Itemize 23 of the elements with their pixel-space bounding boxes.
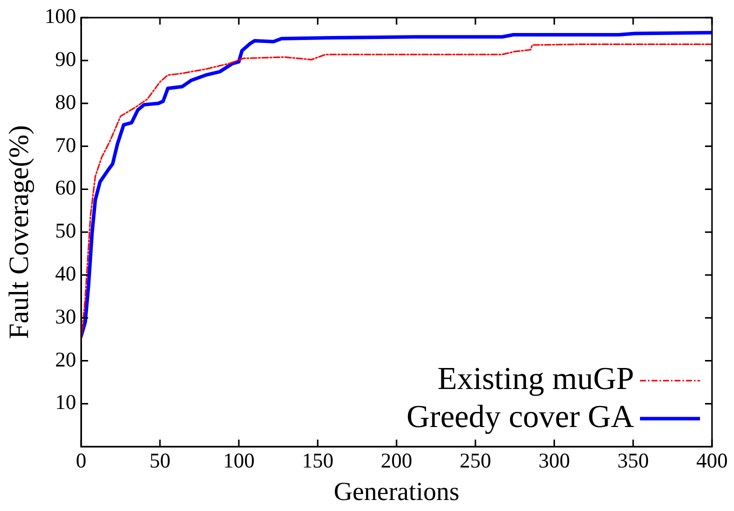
legend-label: Existing muGP bbox=[438, 360, 634, 396]
y-tick-label: 100 bbox=[44, 4, 76, 28]
x-tick-label: 50 bbox=[149, 448, 170, 473]
x-tick-label: 350 bbox=[617, 448, 649, 473]
y-tick-label: 90 bbox=[55, 47, 76, 72]
y-tick-label: 70 bbox=[55, 132, 76, 157]
x-tick-label: 0 bbox=[76, 448, 86, 473]
x-tick-label: 200 bbox=[380, 448, 412, 473]
x-axis-title: Generations bbox=[334, 477, 460, 506]
y-tick-label: 40 bbox=[55, 262, 76, 286]
x-tick-label: 250 bbox=[460, 448, 492, 473]
y-tick-label: 10 bbox=[55, 390, 76, 414]
y-tick-label: 20 bbox=[55, 347, 76, 372]
legend-label: Greedy cover GA bbox=[406, 398, 634, 434]
x-tick-label: 100 bbox=[223, 448, 255, 473]
x-tick-label: 150 bbox=[302, 448, 334, 473]
y-axis-title: Fault Coverage(%) bbox=[4, 125, 36, 340]
x-tick-label: 300 bbox=[538, 448, 570, 473]
y-tick-label: 50 bbox=[55, 218, 76, 243]
x-tick-label: 400 bbox=[696, 448, 728, 473]
y-tick-label: 30 bbox=[55, 304, 76, 328]
y-tick-label: 60 bbox=[55, 176, 76, 200]
y-tick-label: 80 bbox=[55, 90, 76, 114]
